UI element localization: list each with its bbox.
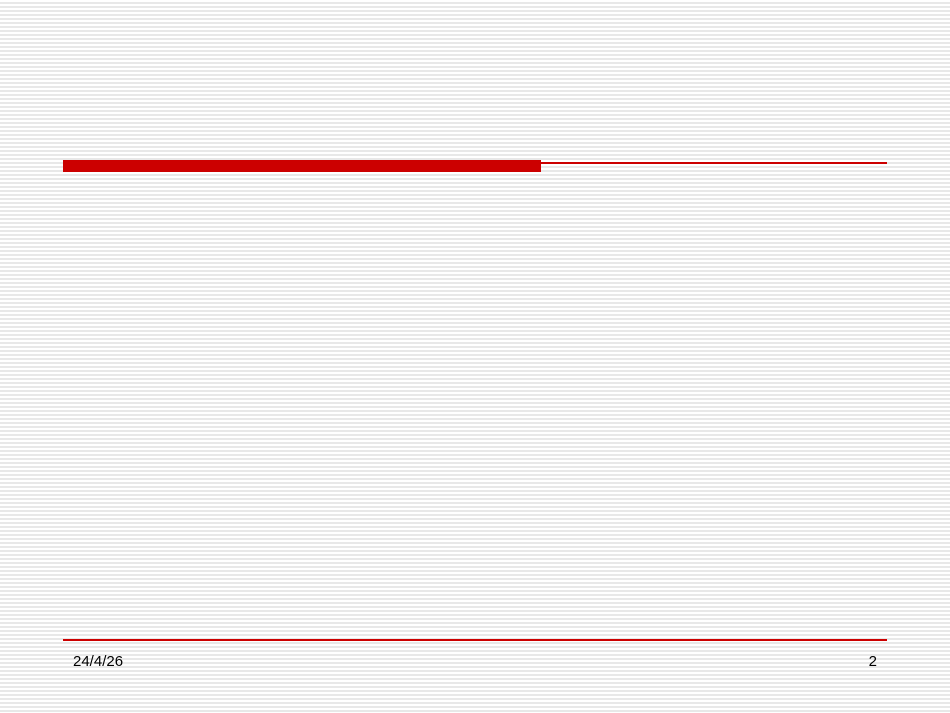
title-divider-thick	[63, 160, 541, 172]
footer-divider	[63, 639, 887, 641]
title-divider	[63, 160, 887, 174]
footer-date: 24/4/26	[73, 653, 123, 670]
slide-background	[0, 0, 950, 713]
footer-page-number: 2	[869, 653, 877, 670]
title-divider-thin	[541, 162, 887, 164]
